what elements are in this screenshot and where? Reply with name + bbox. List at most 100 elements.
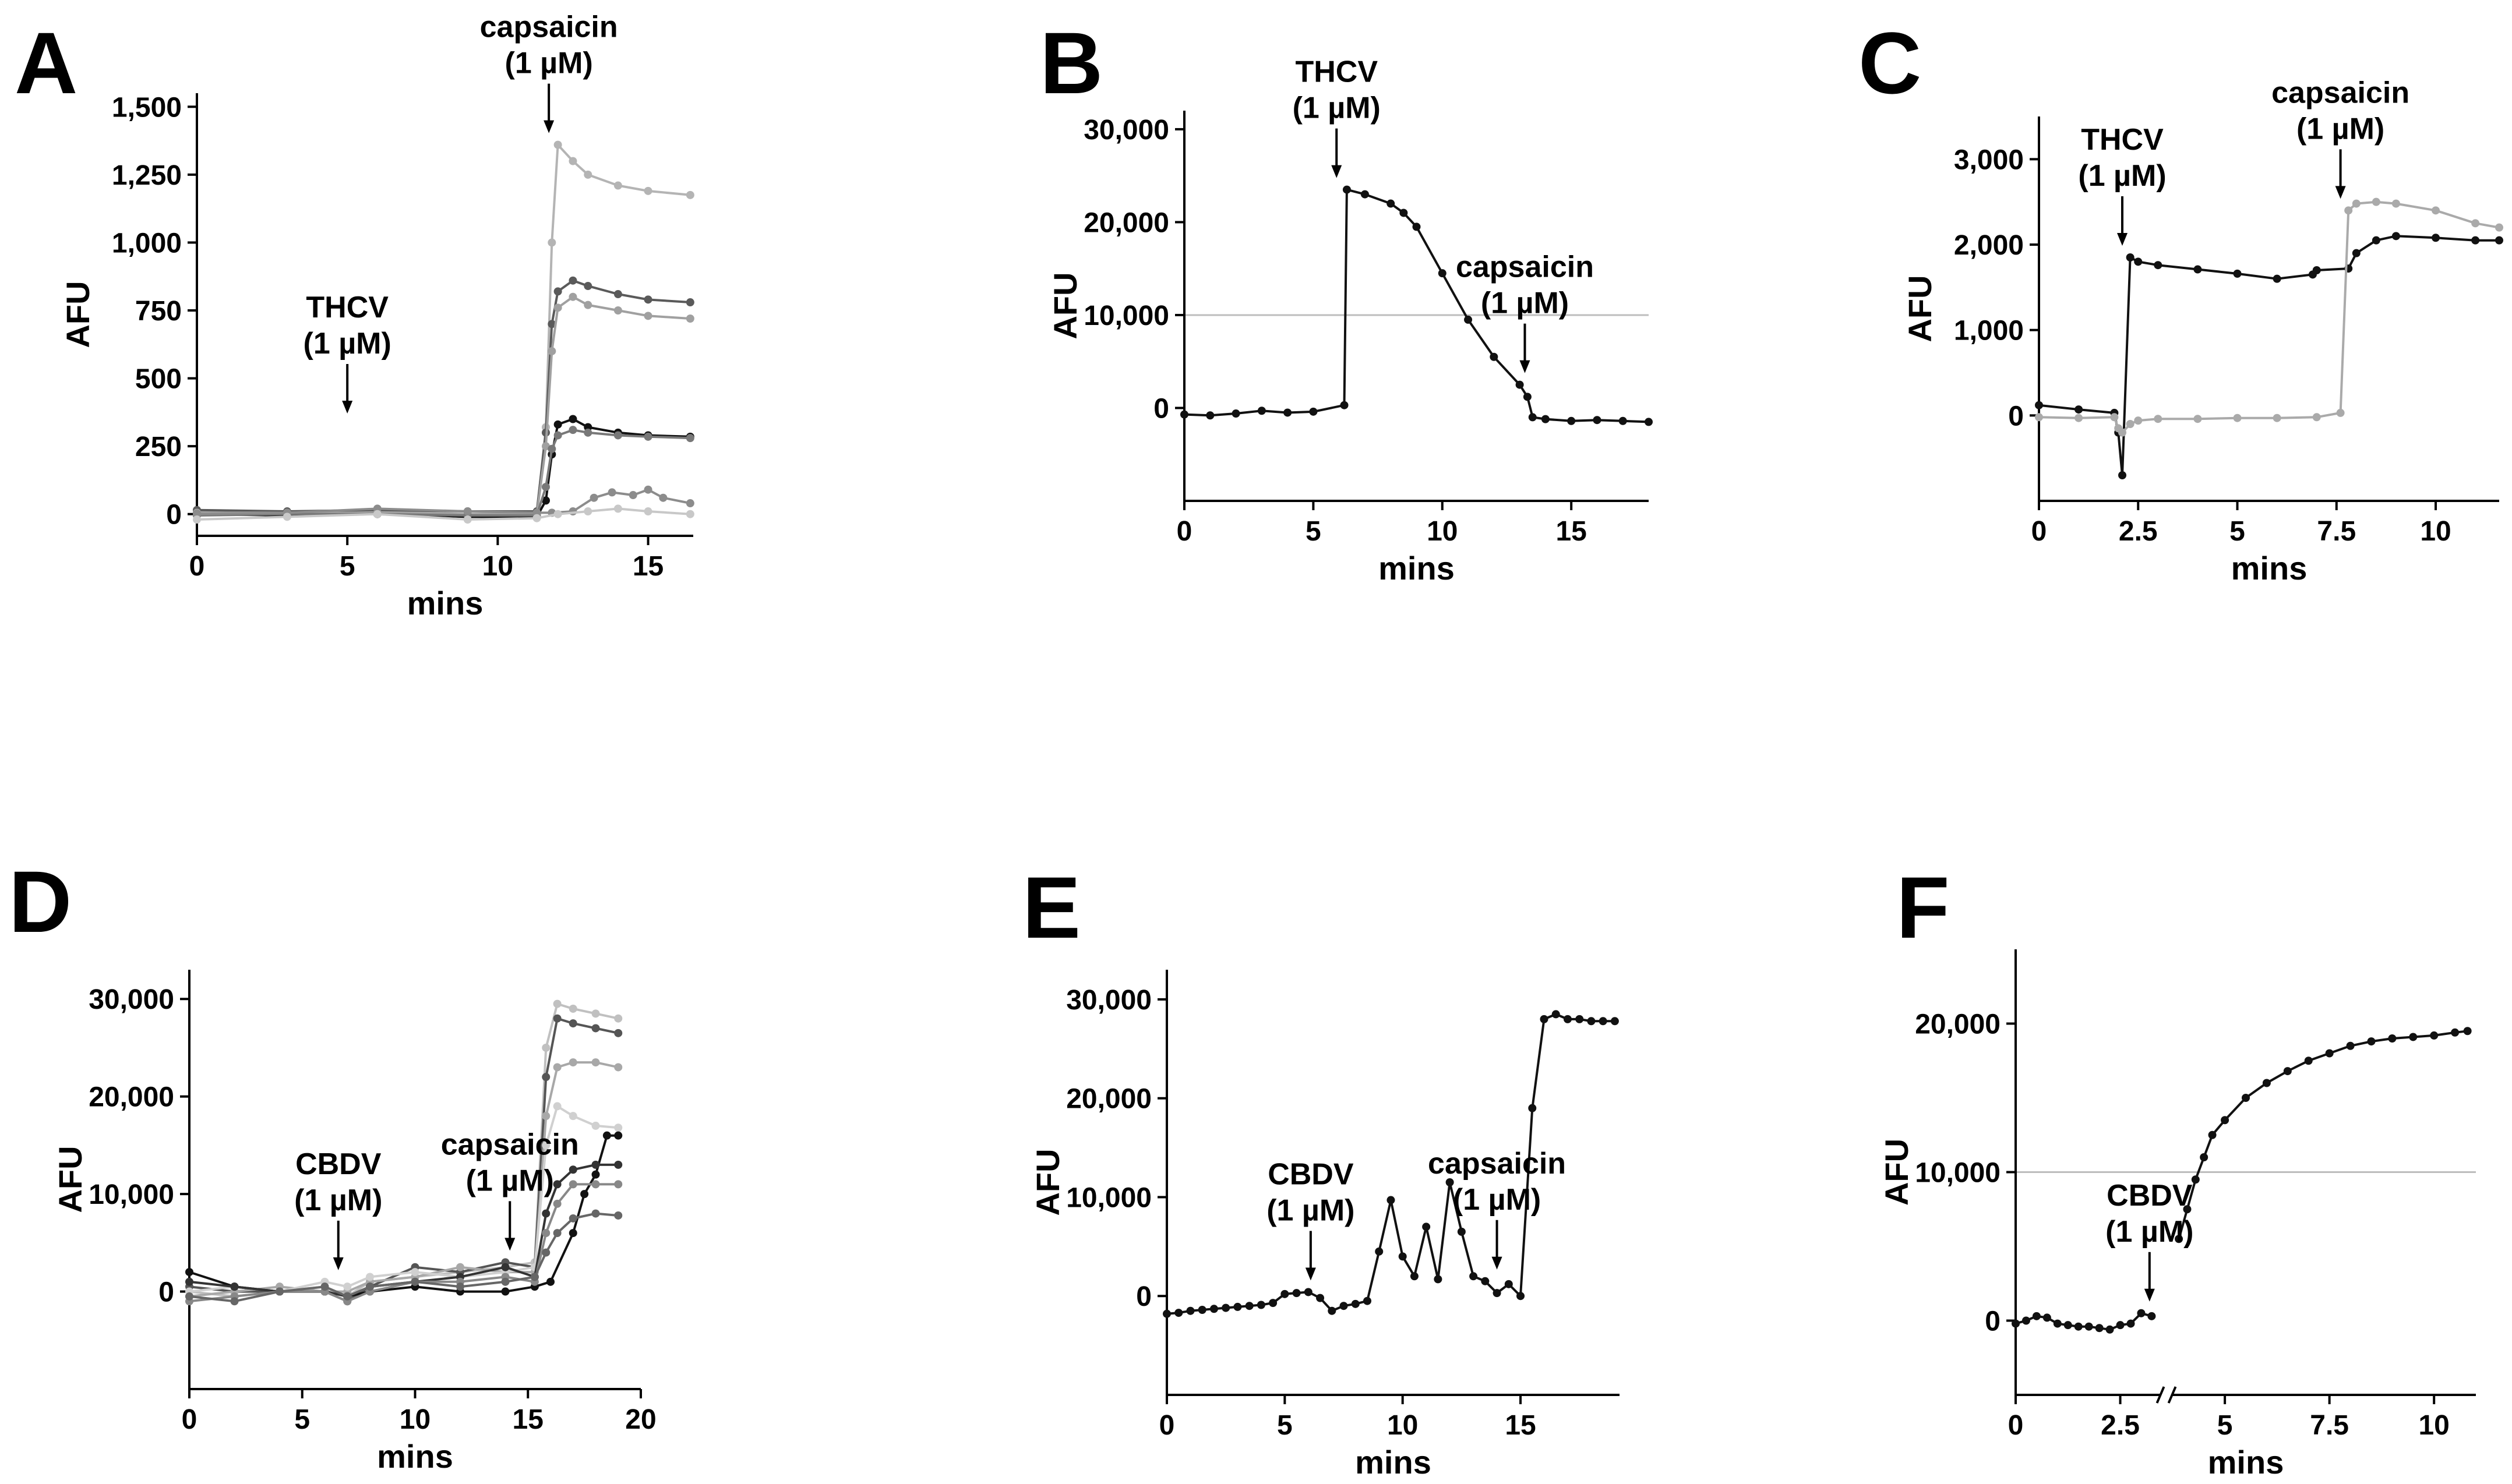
chart-e-annotation-concentration: (1 µM)	[1266, 1193, 1354, 1227]
chart-f-data-point	[2126, 1319, 2135, 1328]
chart-a-data-point	[373, 510, 382, 518]
chart-a-data-point	[686, 298, 694, 307]
chart-d-data-point	[591, 1170, 600, 1179]
chart-c-x-tick-label: 7.5	[2317, 516, 2356, 547]
chart-e-data-point	[1528, 1104, 1537, 1112]
chart-e-data-point	[1551, 1010, 1560, 1019]
chart-f-x-tick-label: 7.5	[2310, 1410, 2349, 1441]
chart-d-data-point	[591, 1058, 600, 1067]
chart-c-data-point	[2074, 405, 2083, 414]
chart-e-data-point	[1292, 1289, 1301, 1298]
chart-a-data-point	[283, 513, 291, 521]
chart-d-x-tick-label: 20	[625, 1404, 656, 1435]
chart-a-annotation-label: THCV	[306, 291, 389, 324]
chart-d-data-point	[320, 1282, 329, 1291]
chart-b-annotation-concentration: (1 µM)	[1481, 287, 1569, 320]
chart-d-data-point	[569, 1180, 577, 1189]
chart-d-data-point	[230, 1297, 239, 1306]
chart-e-data-point	[1469, 1272, 1478, 1281]
chart-e-data-point	[1198, 1306, 1206, 1314]
chart-c-data-point	[2312, 413, 2321, 422]
chart-d-data-point	[501, 1277, 510, 1286]
chart-a-data-point	[613, 290, 622, 299]
chart-c-data-point	[2035, 401, 2043, 409]
chart-f-data-point	[2137, 1309, 2146, 1317]
chart-c-data-point	[2126, 253, 2135, 262]
chart-e-y-tick-label: 20,000	[1066, 1084, 1152, 1115]
chart-a-data-point	[644, 312, 652, 320]
chart-a-series-line-3	[197, 295, 690, 515]
chart-e-annotation-arrowhead	[1491, 1256, 1502, 1270]
chart-b-annotation-label: capsaicin	[1456, 250, 1594, 284]
chart-c-data-point	[2035, 413, 2043, 422]
chart-d-data-point	[569, 1214, 577, 1222]
chart-d-data-point	[542, 1209, 551, 1218]
chart-e-x-tick-label: 10	[1387, 1410, 1418, 1441]
chart-b-data-point	[1206, 411, 1215, 420]
chart-d-annotation-concentration: (1 µM)	[294, 1183, 382, 1217]
chart-f-data-point	[2346, 1041, 2355, 1050]
chart-d-data-point	[591, 1209, 600, 1218]
chart-f-annotation-concentration: (1 µM)	[2105, 1215, 2193, 1249]
chart-c-annotation-label: THCV	[2081, 123, 2164, 157]
chart-c-data-point	[2336, 408, 2345, 417]
panel-letter-f: F	[1896, 858, 1950, 956]
chart-e-data-point	[1269, 1299, 1278, 1308]
chart-e-annotation-label: capsaicin	[1428, 1147, 1566, 1181]
chart-a-data-point	[532, 514, 541, 522]
chart-f-x-tick-label: 0	[2008, 1410, 2024, 1441]
chart-b-annotation-concentration: (1 µM)	[1293, 91, 1381, 125]
chart-d-data-point	[185, 1268, 193, 1277]
chart-d-data-point	[614, 1063, 623, 1072]
chart-c-data-point	[2312, 266, 2321, 274]
chart-c: 0 2.5 5 7.5 1001,0002,0003,000minsAFUTHCV(1 …	[1901, 76, 2503, 586]
chart-c-annotation-arrowhead	[2335, 186, 2346, 199]
chart-a-annotation-concentration: (1 µM)	[304, 327, 391, 361]
chart-d-data-point	[569, 1058, 577, 1067]
chart-d-data-point	[614, 1014, 623, 1023]
chart-d-data-point	[230, 1282, 239, 1291]
chart-a-data-point	[541, 483, 550, 492]
chart-f-x-tick-label: 2.5	[2101, 1410, 2140, 1441]
chart-c-data-point	[2352, 249, 2361, 257]
chart-e-data-point	[1610, 1017, 1619, 1026]
chart-d-data-point	[569, 1229, 577, 1238]
chart-e-data-point	[1351, 1299, 1360, 1308]
chart-d-data-point	[366, 1282, 374, 1291]
chart-b-data-point	[1412, 222, 1421, 231]
chart-a-annotation-arrowhead	[544, 120, 555, 133]
chart-d-annotation-label: CBDV	[295, 1147, 382, 1181]
chart-c-data-point	[2134, 416, 2143, 425]
chart-c-data-point	[2391, 232, 2400, 241]
chart-f-data-point	[2221, 1116, 2229, 1125]
panel-letter-a: A	[15, 14, 77, 112]
chart-d-annotation-label: capsaicin	[441, 1128, 579, 1161]
chart-e-data-point	[1257, 1301, 1265, 1309]
chart-a-x-tick-label: 0	[189, 551, 205, 582]
chart-d-data-point	[343, 1292, 352, 1301]
chart-f-data-point	[2283, 1067, 2292, 1076]
chart-d-data-point	[614, 1029, 623, 1037]
chart-d-data-point	[553, 1102, 562, 1111]
chart-f-data-point	[2191, 1175, 2200, 1184]
chart-f-data-point	[2074, 1322, 2083, 1331]
chart-b-data-point	[1593, 416, 1601, 425]
chart-d-data-point	[343, 1282, 352, 1291]
chart-f-x-tick-label: 5	[2217, 1410, 2233, 1441]
chart-b-data-point	[1399, 209, 1408, 217]
chart-c-annotation-arrowhead	[2117, 233, 2128, 246]
chart-a-data-point	[644, 432, 652, 441]
chart-c-data-point	[2432, 234, 2440, 242]
chart-e-annotation-label: CBDV	[1268, 1157, 1354, 1191]
chart-d-data-point	[542, 1073, 551, 1082]
chart-a-data-point	[659, 493, 668, 502]
chart-f-data-point	[2262, 1079, 2271, 1087]
chart-e-data-point	[1163, 1309, 1171, 1318]
chart-d-data-point	[456, 1282, 464, 1291]
chart-c-data-point	[2471, 219, 2480, 228]
chart-c-annotation-concentration: (1 µM)	[2296, 112, 2384, 146]
chart-b-data-point	[1490, 352, 1498, 361]
chart-d-data-point	[569, 1112, 577, 1121]
